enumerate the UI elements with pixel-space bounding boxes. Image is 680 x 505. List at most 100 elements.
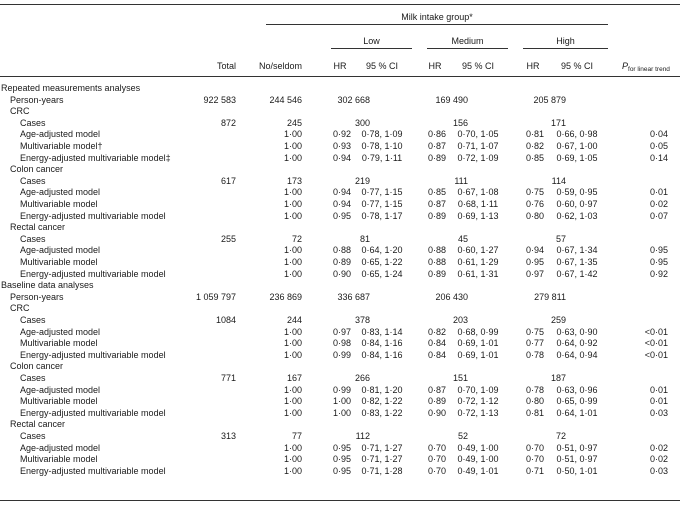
cases-label: Cases xyxy=(20,117,46,128)
cell-hhr: 0·77 xyxy=(525,338,544,349)
cell-lhr: 0·95 xyxy=(332,454,351,465)
cases-high: 57 xyxy=(555,233,566,244)
cell-lhr: 0·89 xyxy=(332,257,351,267)
cell-ref: 1·00 xyxy=(283,245,302,256)
cell-hci: 0·64, 0·94 xyxy=(556,349,598,360)
cell-p: 0·03 xyxy=(649,407,668,418)
cell-lci: 0·83, 1·22 xyxy=(361,407,403,418)
model-label: Energy-adjusted multivariable model‡ xyxy=(20,152,171,163)
cell-hhr: 0·80 xyxy=(525,396,544,407)
cell-hhr: 0·71 xyxy=(525,465,544,476)
cell-hci: 0·51, 0·97 xyxy=(556,454,598,465)
cell-mhr: 0·89 xyxy=(427,210,446,221)
cell-lhr: 0·94 xyxy=(332,199,351,209)
person-years-total: 922 583 xyxy=(203,94,236,105)
model-label: Multivariable model xyxy=(20,199,98,209)
header-rule xyxy=(0,76,680,77)
cell-hci: 0·50, 1·01 xyxy=(556,465,598,476)
model-label: Age-adjusted model xyxy=(20,187,101,198)
cell-p: 0·05 xyxy=(649,141,668,151)
cell-lhr: 0·90 xyxy=(332,268,351,279)
cases-label: Cases xyxy=(20,233,46,244)
cell-lci: 0·84, 1·16 xyxy=(361,349,403,360)
low-ci-header: 95 % CI xyxy=(365,61,398,71)
person-years-noseldom: 244 546 xyxy=(269,94,302,105)
cell-p: 0·02 xyxy=(649,442,668,453)
cell-mhr: 0·89 xyxy=(427,268,446,279)
cases-low: 378 xyxy=(354,315,370,325)
milk-group-rule xyxy=(266,24,608,25)
cell-p: 0·02 xyxy=(649,199,668,209)
cell-hci: 0·63, 0·96 xyxy=(556,384,598,395)
cell-ref: 1·00 xyxy=(283,338,302,349)
group-title: Colon cancer xyxy=(10,164,64,175)
high-hr-header: HR xyxy=(526,61,540,71)
p-subscript: for linear trend xyxy=(628,66,670,73)
cell-p: 0·95 xyxy=(649,245,668,256)
cell-ref: 1·00 xyxy=(283,465,302,476)
person-years-medium: 206 430 xyxy=(435,291,468,302)
cell-p: 0·01 xyxy=(649,396,668,407)
cell-lci: 0·65, 1·22 xyxy=(361,257,403,267)
cell-hci: 0·51, 0·97 xyxy=(556,442,598,453)
cell-hci: 0·59, 0·95 xyxy=(556,187,598,198)
cases-label: Cases xyxy=(20,431,46,441)
cases-low: 300 xyxy=(354,117,370,128)
cell-lhr: 0·88 xyxy=(332,245,351,256)
cell-hhr: 0·70 xyxy=(525,454,544,465)
cell-hci: 0·62, 1·03 xyxy=(556,210,598,221)
cell-mhr: 0·82 xyxy=(427,326,446,337)
cell-p: 0·07 xyxy=(649,210,668,221)
model-label: Multivariable model xyxy=(20,338,98,349)
cell-mhr: 0·88 xyxy=(427,245,446,256)
cell-hhr: 0·94 xyxy=(525,245,544,256)
cell-mhr: 0·84 xyxy=(427,349,446,360)
cell-hhr: 0·76 xyxy=(525,199,544,209)
cell-ref: 1·00 xyxy=(283,210,302,221)
cell-mhr: 0·70 xyxy=(427,465,446,476)
cell-hhr: 0·70 xyxy=(525,442,544,453)
cell-lci: 0·83, 1·14 xyxy=(361,326,403,337)
cell-mci: 0·69, 1·01 xyxy=(457,349,499,360)
cell-hhr: 0·78 xyxy=(525,349,544,360)
cell-mci: 0·60, 1·27 xyxy=(457,245,499,256)
cell-lci: 0·77, 1·15 xyxy=(361,187,403,198)
cell-mci: 0·72, 1·13 xyxy=(457,407,499,418)
cases-medium: 52 xyxy=(457,431,468,441)
cell-mhr: 0·70 xyxy=(427,454,446,465)
cell-hhr: 0·75 xyxy=(525,187,544,198)
medium-header: Medium xyxy=(451,36,484,46)
cell-ref: 1·00 xyxy=(283,454,302,465)
cell-ref: 1·00 xyxy=(283,268,302,279)
person-years-low: 302 668 xyxy=(337,94,370,105)
cell-lci: 0·71, 1·27 xyxy=(361,454,403,465)
cell-ref: 1·00 xyxy=(283,129,302,140)
cell-lhr: 0·99 xyxy=(332,349,351,360)
person-years-high: 205 879 xyxy=(533,94,566,105)
person-years-high: 279 811 xyxy=(534,291,566,302)
cell-mci: 0·49, 1·00 xyxy=(457,442,499,453)
model-label: Multivariable model xyxy=(20,396,98,407)
cell-hci: 0·64, 1·01 xyxy=(556,407,598,418)
model-label: Age-adjusted model xyxy=(20,129,101,140)
cell-p: 0·03 xyxy=(649,465,668,476)
milk-group-title: Milk intake group* xyxy=(401,12,473,22)
cell-lci: 0·78, 1·10 xyxy=(361,141,403,151)
cell-lci: 0·64, 1·20 xyxy=(361,245,403,256)
cell-hci: 0·60, 0·97 xyxy=(556,199,598,209)
cell-hhr: 0·97 xyxy=(525,268,544,279)
cell-mci: 0·69, 1·13 xyxy=(457,210,499,221)
cell-hhr: 0·78 xyxy=(525,384,544,395)
cell-hci: 0·64, 0·92 xyxy=(556,338,598,349)
bottom-rule xyxy=(0,500,680,501)
cell-mci: 0·61, 1·31 xyxy=(457,268,499,279)
cell-lci: 0·78, 1·17 xyxy=(361,210,403,221)
cell-mhr: 0·84 xyxy=(427,338,446,349)
cell-mci: 0·49, 1·01 xyxy=(457,465,499,476)
cell-lci: 0·71, 1·28 xyxy=(361,465,403,476)
cell-mci: 0·68, 0·99 xyxy=(457,326,499,337)
cell-mhr: 0·85 xyxy=(427,187,446,198)
cases-total: 771 xyxy=(220,373,236,383)
section-title: Repeated measurements analyses xyxy=(1,83,141,93)
cases-total: 872 xyxy=(220,117,236,128)
